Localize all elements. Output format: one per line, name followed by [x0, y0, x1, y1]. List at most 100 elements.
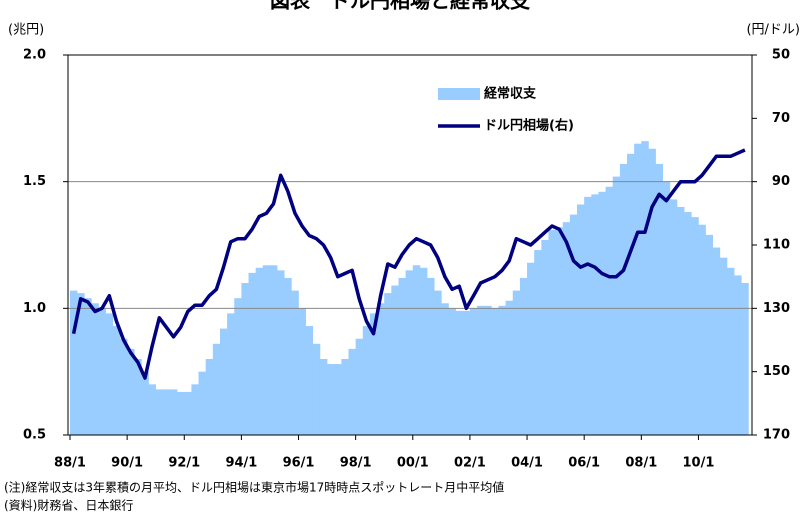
- area-bar: [591, 194, 599, 435]
- area-bar: [227, 313, 235, 435]
- y2-tick-label: 170: [763, 428, 790, 443]
- area-bar: [198, 371, 206, 435]
- area-bar: [677, 207, 685, 435]
- area-bar: [655, 163, 664, 435]
- area-bar: [205, 359, 214, 435]
- area-bar: [269, 265, 278, 435]
- area-bar: [284, 277, 292, 435]
- area-bar: [634, 143, 642, 435]
- area-bar: [248, 272, 256, 435]
- area-bar: [191, 384, 199, 435]
- area-bar: [569, 214, 578, 435]
- y2-tick-label: 130: [763, 301, 790, 316]
- area-bar: [441, 303, 449, 435]
- area-bar: [119, 338, 128, 435]
- chart-title: 図表 ドル円相場と経常収支: [270, 0, 531, 13]
- area-bar: [562, 222, 571, 435]
- area-bar: [469, 308, 478, 435]
- area-bar: [162, 389, 171, 435]
- area-bar: [512, 290, 521, 435]
- area-bar: [241, 283, 249, 435]
- x-tick-label: 90/1: [111, 456, 143, 471]
- x-tick-label: 96/1: [283, 456, 315, 471]
- area-bar: [391, 285, 399, 435]
- area-bar: [362, 326, 371, 435]
- x-tick-label: 00/1: [397, 456, 429, 471]
- y2-axis-label: (円/ドル): [746, 23, 800, 38]
- area-bar: [105, 313, 114, 435]
- y-tick-label: 1.0: [23, 301, 46, 316]
- area-bar: [627, 153, 635, 436]
- area-bar: [727, 267, 735, 435]
- area-bar: [291, 290, 299, 435]
- area-bar: [498, 305, 506, 435]
- y2-tick-label: 70: [772, 111, 790, 126]
- x-tick-label: 98/1: [340, 456, 372, 471]
- area-bar: [312, 343, 321, 435]
- area-bar: [77, 293, 85, 435]
- area-bar: [484, 305, 492, 435]
- area-bar: [541, 239, 549, 435]
- y2-tick-label: 110: [763, 238, 790, 253]
- area-bar: [184, 391, 192, 435]
- legend-label: 経常収支: [484, 86, 537, 102]
- area-bar: [684, 212, 692, 435]
- area-bar: [527, 262, 535, 435]
- area-bar: [434, 290, 442, 435]
- area-bar: [698, 224, 706, 435]
- area-bar: [112, 326, 121, 435]
- area-bar: [369, 313, 378, 435]
- area-bar: [169, 389, 178, 435]
- x-tick-label: 08/1: [625, 456, 657, 471]
- x-tick-label: 04/1: [511, 456, 543, 471]
- area-bar: [234, 298, 242, 435]
- area-bar: [455, 310, 464, 435]
- area-bar: [334, 364, 342, 435]
- area-bar: [405, 270, 414, 435]
- area-bar: [84, 298, 92, 435]
- x-tick-label: 10/1: [682, 456, 714, 471]
- area-bar: [212, 343, 221, 435]
- x-tick-label: 88/1: [54, 456, 86, 471]
- area-bar: [134, 359, 142, 435]
- area-bar: [691, 217, 699, 435]
- area-bar: [712, 247, 721, 435]
- x-tick-label: 02/1: [454, 456, 486, 471]
- plot-frame: [67, 54, 753, 436]
- area-bar: [505, 300, 514, 435]
- area-bar: [462, 310, 471, 435]
- area-bar: [219, 328, 228, 435]
- area-bar: [448, 308, 456, 435]
- area-bar: [384, 293, 392, 435]
- area-bar: [155, 389, 164, 435]
- area-bar: [419, 267, 428, 435]
- area-bar: [355, 338, 364, 435]
- area-bar: [427, 277, 435, 435]
- area-bar: [298, 308, 306, 435]
- area-bar: [255, 267, 264, 435]
- area-bar: [719, 257, 728, 435]
- area-bar: [177, 391, 185, 435]
- area-bar: [98, 308, 107, 435]
- area-bar: [577, 204, 585, 435]
- y2-tick-label: 150: [763, 364, 790, 379]
- area-bar: [669, 199, 678, 435]
- area-bar: [605, 186, 614, 435]
- note: (注)経常収支は3年累積の月平均、ドル円相場は東京市場17時時点スポットレート月…: [4, 480, 504, 495]
- y-tick-label: 2.0: [23, 48, 46, 63]
- area-bar: [319, 359, 328, 435]
- area-bar: [377, 303, 385, 435]
- area-bar: [734, 275, 742, 435]
- area-bar: [327, 364, 335, 435]
- line: [71, 148, 746, 380]
- area-bar: [305, 326, 314, 435]
- area-bar: [741, 283, 749, 435]
- area-bar: [262, 265, 271, 435]
- area-bar: [141, 371, 149, 435]
- y2-tick-label: 50: [772, 48, 790, 63]
- area-bar: [277, 270, 285, 435]
- x-tick-label: 06/1: [568, 456, 600, 471]
- x-tick-label: 92/1: [168, 456, 200, 471]
- y-tick-label: 1.5: [23, 174, 46, 189]
